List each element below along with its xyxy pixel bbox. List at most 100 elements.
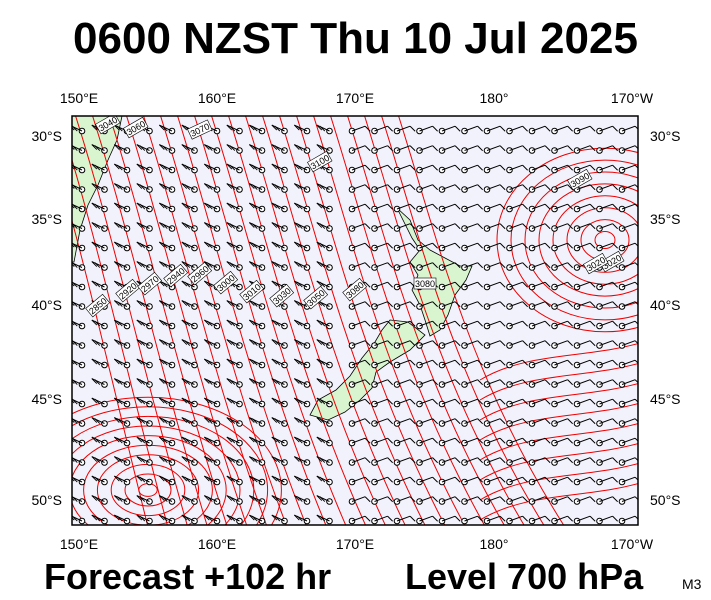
wind-barb-flag: [91, 124, 98, 131]
wind-barb-flag: [274, 496, 281, 502]
wind-barb-flag: [432, 496, 439, 503]
wind-barb-staff: [396, 398, 411, 405]
wind-barb-staff: [531, 437, 546, 444]
wind-barb-flag: [293, 378, 300, 384]
wind-barb-staff: [316, 358, 330, 366]
wind-barb-flag: [387, 515, 394, 522]
wind-barb-staff: [621, 301, 636, 307]
wind-barb-flag: [72, 145, 78, 151]
wind-barb-flag: [94, 340, 101, 346]
wind-barb-flag: [271, 436, 278, 443]
wind-barb-staff: [136, 339, 150, 346]
wind-barb-flag: [139, 164, 146, 171]
wind-barb-flag: [72, 203, 78, 210]
wind-barb-flag: [203, 514, 210, 521]
wind-barb-flag: [229, 418, 236, 424]
wind-barb-flag: [113, 144, 120, 150]
wind-barb-staff: [91, 144, 105, 151]
wind-barb-staff: [159, 319, 173, 327]
wind-barb-flag: [158, 456, 165, 462]
wind-barb-flag: [319, 262, 326, 268]
wind-barb-flag: [522, 320, 529, 327]
wind-barb-flag: [477, 359, 484, 366]
wind-barb-staff: [576, 242, 591, 249]
wind-barb-flag: [229, 242, 236, 249]
wind-barb-staff: [91, 456, 105, 463]
wind-barb-flag: [184, 281, 191, 288]
wind-barb-flag: [499, 164, 506, 171]
wind-barb-flag: [387, 418, 394, 425]
wind-barb-flag: [544, 496, 551, 503]
wind-barb-flag: [454, 437, 461, 444]
wind-barb-staff: [486, 340, 501, 346]
wind-barb-staff: [204, 144, 218, 151]
wind-barb-staff: [486, 379, 501, 385]
wind-barb-staff: [226, 319, 240, 327]
wind-barb-flag: [248, 378, 255, 384]
wind-barb-flag: [319, 359, 326, 366]
wind-barb-flag: [522, 184, 529, 191]
wind-barb-flag: [499, 515, 506, 522]
wind-barb-staff: [204, 202, 218, 210]
wind-barb-flag: [184, 184, 191, 190]
wind-barb-staff: [396, 457, 411, 463]
wind-barb-staff: [374, 281, 388, 288]
wind-barb-flag: [113, 378, 120, 384]
wind-barb-flag: [477, 223, 484, 230]
wind-barb-flag: [206, 515, 213, 522]
wind-barb-staff: [599, 418, 613, 424]
wind-barb-staff: [554, 437, 568, 444]
wind-barb-flag: [271, 358, 278, 365]
wind-barb-flag: [229, 223, 236, 229]
wind-barb-flag: [226, 436, 233, 443]
wind-barb-flag: [319, 340, 326, 346]
wind-barb-flag: [544, 203, 551, 210]
wind-barb-flag: [567, 164, 574, 171]
wind-barb-flag: [522, 301, 529, 308]
wind-barb-flag: [316, 495, 323, 501]
wind-barb-staff: [374, 340, 388, 346]
wind-barb-staff: [396, 359, 411, 366]
wind-barb-staff: [294, 202, 308, 210]
wind-barb-flag: [94, 496, 101, 502]
contour-line: [143, 116, 267, 525]
wind-barb-flag: [203, 436, 210, 443]
contour-label-box: [342, 277, 368, 302]
wind-barb-staff: [114, 261, 128, 268]
wind-barb-flag: [589, 437, 596, 444]
wind-barb-staff: [294, 397, 308, 405]
wind-barb-flag: [248, 436, 255, 443]
wind-barb-staff: [249, 202, 263, 210]
wind-barb-flag: [612, 301, 619, 308]
wind-barb-staff: [441, 398, 456, 405]
wind-barb-staff: [509, 476, 523, 483]
wind-barb-staff: [72, 359, 83, 366]
wind-barb-staff: [531, 262, 546, 268]
wind-barb-flag: [316, 397, 323, 404]
wind-barb-staff: [271, 378, 285, 385]
wind-barb-flag: [158, 202, 165, 209]
wind-barb-flag: [316, 202, 323, 209]
wind-barb-flag: [181, 124, 188, 131]
wind-barb-flag: [499, 301, 506, 308]
wind-barb-flag: [184, 340, 191, 346]
contour-line: [552, 195, 638, 285]
wind-barb-flag: [409, 125, 416, 132]
contour-label-box: [123, 116, 149, 139]
wind-barb-staff: [554, 301, 568, 307]
lat-label-left-40s: 40°S: [31, 297, 62, 313]
wind-barb-staff: [374, 437, 388, 444]
wind-barb-flag: [229, 398, 236, 405]
wind-barb-staff: [486, 320, 501, 327]
wind-barb-flag: [139, 496, 146, 502]
wind-barb-staff: [204, 261, 218, 268]
wind-barb-staff: [316, 397, 330, 405]
wind-barb-staff: [621, 125, 636, 132]
wind-barb-staff: [114, 183, 128, 190]
wind-barb-flag: [116, 223, 123, 229]
wind-barb-staff: [249, 124, 263, 132]
wind-barb-flag: [316, 183, 323, 189]
wind-barb-flag: [91, 378, 98, 384]
lon-label-bottom-170e: 170°E: [336, 536, 374, 552]
wind-barb-flag: [91, 456, 98, 462]
